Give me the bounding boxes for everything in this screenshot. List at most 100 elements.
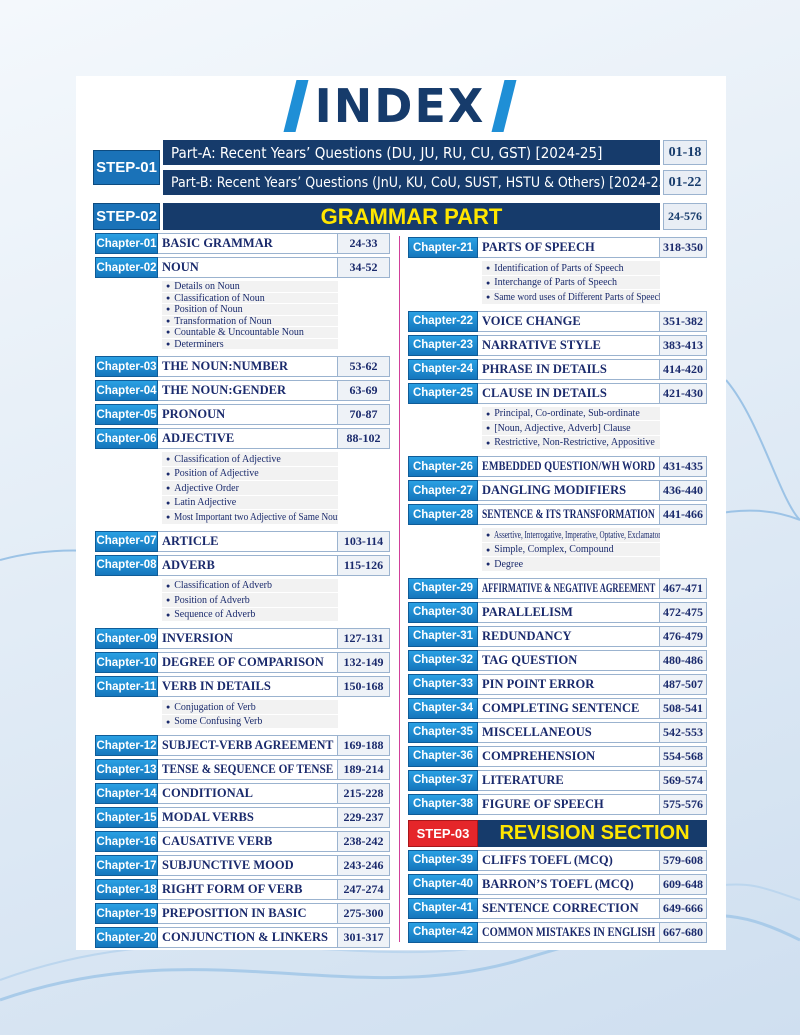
chapter-pages-text: 575-576 [663, 796, 703, 811]
part-pages: 01-22 [663, 170, 707, 195]
subtopic: Countable & Uncountable Noun [162, 327, 338, 339]
chapter-row: Chapter-05 PRONOUN 70-87 [95, 404, 393, 425]
chapter-label: Chapter-12 [95, 735, 158, 756]
chapter-row: Chapter-13 TENSE & SEQUENCE OF TENSE 189-2… [95, 759, 393, 780]
chapter-label-text: Chapter-41 [412, 902, 474, 914]
chapter-pages: 467-471 [660, 577, 707, 599]
subtopic: Sequence of Adverb [162, 607, 338, 622]
chapter-pages-text: 467-471 [663, 580, 703, 595]
chapter-row: Chapter-25 CLAUSE IN DETAILS 421-430 [408, 382, 707, 404]
chapter-pages: 431-435 [660, 456, 707, 477]
chapter-label-text: Chapter-12 [96, 739, 157, 752]
chapter-pages-text: 238-242 [343, 834, 384, 848]
chapter-name: NOUN [158, 257, 338, 278]
chapter-name: CLAUSE IN DETAILS [478, 382, 660, 404]
chapter-name-text: ADVERB [162, 557, 215, 572]
chapter-pages-text: 441-466 [663, 507, 703, 521]
chapter-name-text: CAUSATIVE VERB [162, 834, 273, 848]
index-title: INDEX [280, 79, 520, 133]
chapter-name-text: PIN POINT ERROR [482, 676, 595, 691]
chapter-label: Chapter-35 [408, 721, 478, 743]
chapter-name: THE NOUN:NUMBER [158, 356, 338, 377]
chapter-label: Chapter-17 [95, 855, 158, 876]
chapter-name: BARRON’S TOEFL (MCQ) [478, 873, 660, 895]
subtopic: Position of Adjective [162, 466, 338, 481]
chapter-pages-text: 472-475 [663, 604, 703, 619]
chapter-pages: 150-168 [338, 676, 390, 697]
chapter-pages-text: 487-507 [663, 676, 703, 691]
chapter-pages-text: 436-440 [663, 483, 703, 497]
chapter-label: Chapter-36 [408, 745, 478, 767]
chapter-name-text: SUBJECT-VERB AGREEMENT [162, 738, 334, 752]
chapter-pages-text: 275-300 [343, 906, 384, 920]
chapter-label: Chapter-26 [408, 456, 478, 477]
chapter-name: COMMON MISTAKES IN ENGLISH [478, 921, 660, 943]
chapter-name-text: PRONOUN [162, 407, 226, 421]
chapter-label-text: Chapter-30 [412, 606, 474, 618]
chapter-row: Chapter-28 SENTENCE & ITS TRANSFORMATION 4… [408, 504, 707, 525]
chapter-name: COMPLETING SENTENCE [478, 697, 660, 719]
subtopic: Restrictive, Non-Restrictive, Appositive [482, 435, 660, 450]
chapter-row: Chapter-12 SUBJECT-VERB AGREEMENT 169-188 [95, 735, 393, 756]
chapter-label-text: Chapter-42 [412, 926, 474, 938]
chapter-name-text: THE NOUN:GENDER [162, 383, 286, 397]
chapter-pages: 554-568 [660, 745, 707, 767]
chapter-row: Chapter-31 REDUNDANCY 476-479 [408, 625, 707, 647]
chapter-pages: 301-317 [338, 927, 390, 948]
chapter-row: Chapter-17 SUBJUNCTIVE MOOD 243-246 [95, 855, 393, 876]
chapter-label: Chapter-41 [408, 897, 478, 919]
chapter-name: CONJUNCTION & LINKERS [158, 927, 338, 948]
chapter-label-text: Chapter-32 [412, 654, 474, 666]
chapter-row: Chapter-32 TAG QUESTION 480-486 [408, 649, 707, 671]
subtopic-text: Classification of Adverb [174, 580, 272, 592]
chapter-row: Chapter-41 SENTENCE CORRECTION 649-666 [408, 897, 707, 919]
chapter-name-text: LITERATURE [482, 772, 564, 787]
chapter-name: DANGLING MODIFIERS [478, 480, 660, 501]
chapter-name: EMBEDDED QUESTION/WH WORD [478, 456, 660, 477]
subtopic-text: Transformation of Noun [174, 315, 272, 327]
chapter-row: Chapter-01 BASIC GRAMMAR 24-33 [95, 233, 393, 254]
chapter-label: Chapter-40 [408, 873, 478, 895]
subtopic: Details on Noun [162, 281, 338, 293]
chapter-name-text: PARALLELISM [482, 604, 573, 619]
chapter-label-text: Chapter-05 [96, 408, 157, 421]
chapter-pages-text: 480-486 [663, 652, 703, 667]
chapter-label: Chapter-42 [408, 921, 478, 943]
step-label: STEP-01 [93, 150, 160, 185]
chapter-pages: 480-486 [660, 649, 707, 671]
chapter-label-text: Chapter-08 [96, 559, 157, 571]
chapter-row: Chapter-42 COMMON MISTAKES IN ENGLISH 667-… [408, 921, 707, 943]
chapter-row: Chapter-40 BARRON’S TOEFL (MCQ) 609-648 [408, 873, 707, 895]
chapter-row: Chapter-20 CONJUNCTION & LINKERS 301-317 [95, 927, 393, 948]
chapter-row: Chapter-11 VERB IN DETAILS 150-168 [95, 676, 393, 697]
subtopic: Latin Adjective [162, 495, 338, 510]
chapter-pages: 53-62 [338, 356, 390, 377]
subtopic: Assertive, Interrogative, Imperative, Op… [482, 528, 660, 543]
chapter-pages-text: 115-126 [343, 557, 384, 572]
chapter-pages: 169-188 [338, 735, 390, 756]
chapter-row: Chapter-18 RIGHT FORM OF VERB 247-274 [95, 879, 393, 900]
chapter-name-text: INVERSION [162, 631, 233, 645]
chapter-label-text: Chapter-24 [412, 363, 474, 375]
chapter-pages-text: 569-574 [663, 772, 703, 787]
chapter-name: CONDITIONAL [158, 783, 338, 804]
chapter-name-text: DANGLING MODIFIERS [482, 483, 627, 497]
chapter-label-text: Chapter-29 [412, 582, 474, 594]
chapter-row: Chapter-09 INVERSION 127-131 [95, 628, 393, 649]
chapter-label: Chapter-25 [408, 382, 478, 404]
chapter-name: MISCELLANEOUS [478, 721, 660, 743]
subtopic-text: Principal, Co-ordinate, Sub-ordinate [494, 408, 640, 420]
chapter-label-text: Chapter-20 [96, 931, 157, 944]
chapter-row: Chapter-16 CAUSATIVE VERB 238-242 [95, 831, 393, 852]
chapter-name: ADVERB [158, 554, 338, 576]
chapter-name-text: COMPLETING SENTENCE [482, 700, 640, 715]
subtopic-text: Assertive, Interrogative, Imperative, Op… [494, 529, 660, 541]
chapter-label-text: Chapter-09 [96, 632, 157, 645]
subtopic: Some Confusing Verb [162, 714, 338, 729]
subtopic-text: Restrictive, Non-Restrictive, Appositive [494, 437, 655, 449]
chapter-label: Chapter-24 [408, 358, 478, 380]
chapter-name-text: COMPREHENSION [482, 748, 596, 763]
chapter-label-text: Chapter-18 [96, 883, 157, 896]
subtopic: [Noun, Adjective, Adverb] Clause [482, 421, 660, 436]
